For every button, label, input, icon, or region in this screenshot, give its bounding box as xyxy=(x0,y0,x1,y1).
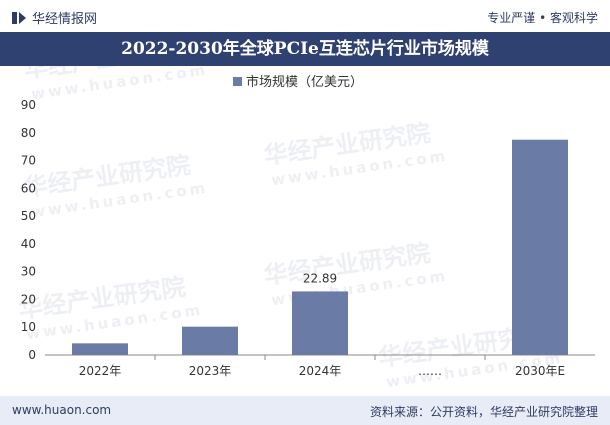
footer-source: 资料来源：公开资料，华经产业研究院整理 xyxy=(369,405,598,419)
y-tick-label: 10 xyxy=(21,320,36,334)
legend-swatch xyxy=(233,77,242,86)
bar xyxy=(292,291,348,355)
y-tick-label: 0 xyxy=(28,348,36,362)
huajing-logo-icon xyxy=(12,11,26,25)
label-layer: 22.89 xyxy=(303,271,337,285)
axis-layer: 0 10 20 30 40 50 60 70 80 90 2022年 2023年 2024年 …… 2030… xyxy=(21,98,595,378)
x-tick-label: 2024年 xyxy=(299,364,342,378)
bar xyxy=(72,343,128,355)
y-tick-label: 30 xyxy=(21,265,36,279)
bar xyxy=(512,139,568,355)
footer: www.huaon.com 资料来源：公开资料，华经产业研究院整理 xyxy=(0,396,610,425)
y-tick-label: 90 xyxy=(21,98,36,112)
footer-site: www.huaon.com xyxy=(12,403,112,417)
legend-label: 市场规模（亿美元） xyxy=(246,74,363,90)
x-tick-label: 2030年E xyxy=(515,364,565,378)
brand: 华经情报网 xyxy=(12,8,97,27)
tagline: 专业严谨 • 客观科学 xyxy=(487,11,598,25)
bar-layer xyxy=(72,139,568,355)
chart-title: 2022-2030年全球PCIe互连芯片行业市场规模 xyxy=(0,32,610,66)
brand-name: 华经情报网 xyxy=(32,12,98,27)
y-tick-label: 80 xyxy=(21,126,36,140)
legend: 市场规模（亿美元） xyxy=(233,74,363,90)
y-tick-label: 20 xyxy=(21,292,36,306)
data-label: 22.89 xyxy=(303,271,337,285)
y-tick-label: 60 xyxy=(21,181,36,195)
y-tick-label: 40 xyxy=(21,237,36,251)
x-tick-label: 2023年 xyxy=(189,364,232,378)
y-tick-label: 70 xyxy=(21,154,36,168)
x-tick-label: …… xyxy=(418,364,442,378)
top-bar: 华经情报网 专业严谨 • 客观科学 xyxy=(0,0,610,32)
y-tick-label: 50 xyxy=(21,209,36,223)
bar xyxy=(182,326,238,355)
x-tick-label: 2022年 xyxy=(79,364,122,378)
